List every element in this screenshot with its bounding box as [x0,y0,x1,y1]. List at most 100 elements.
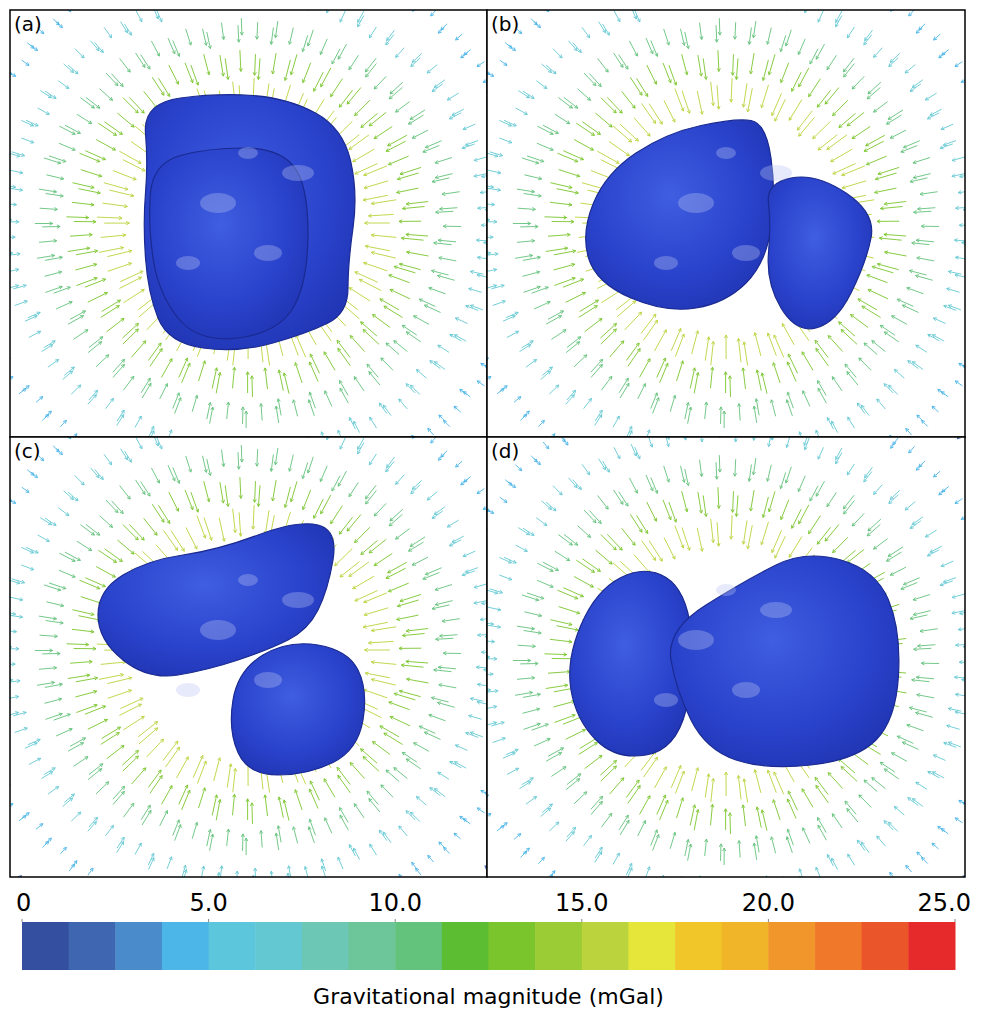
field-arrow [753,843,757,860]
field-arrow [578,89,591,101]
field-arrow [257,485,260,506]
field-arrow [182,363,191,383]
field-arrow [852,76,864,89]
field-arrow [703,58,707,79]
field-arrow [474,584,487,588]
field-arrow [768,54,775,75]
field-arrow [104,221,129,224]
field-arrow [295,790,302,810]
field-arrow [487,285,497,289]
field-arrow [439,257,457,261]
field-arrow [690,805,696,826]
field-arrow [609,142,629,156]
field-arrow [480,191,487,194]
field-arrow [847,27,854,38]
field-arrow [523,271,540,276]
field-arrow [711,341,715,365]
field-arrow [718,18,721,35]
field-arrow [610,778,624,794]
field-arrow [848,854,855,865]
colorbar-step [675,922,722,970]
field-arrow [136,437,142,448]
colorbar-step [628,922,675,970]
field-arrow [470,305,483,310]
field-arrow [222,23,225,40]
field-arrow [567,827,576,837]
field-arrow [959,800,965,805]
field-arrow [363,330,379,345]
field-arrow [324,779,335,798]
comet-lobe [144,95,355,350]
field-arrow [891,441,896,448]
surface-highlight [282,165,314,181]
field-arrow [761,85,769,108]
field-arrow [369,454,376,465]
field-arrow [756,370,761,391]
field-arrow [26,547,38,553]
field-arrow [429,287,446,294]
field-arrow [782,324,794,345]
field-arrow [89,390,98,400]
field-arrow [718,455,721,472]
field-arrow [877,399,886,409]
field-arrow [910,84,921,92]
field-arrow [354,804,364,818]
field-arrow [905,65,915,73]
field-arrow [910,521,921,529]
field-arrow [477,701,487,705]
field-arrow [841,330,857,345]
field-arrow [927,550,939,556]
field-arrow [477,808,484,813]
field-arrow [554,277,575,285]
field-arrow [847,112,864,126]
field-arrow [399,220,421,223]
field-arrow [515,254,533,258]
field-arrow [76,704,97,712]
field-arrow [338,348,351,366]
field-arrow [487,153,498,158]
field-arrow [139,728,158,744]
field-arrow [872,778,886,789]
field-arrow [442,619,460,623]
field-arrow [60,847,66,854]
field-arrow [407,251,429,256]
field-arrow [514,397,521,403]
field-arrow [71,861,77,868]
field-arrow [499,575,512,580]
field-arrow [460,389,467,394]
field-arrow [907,287,924,294]
field-arrow [542,367,552,375]
panel-background [487,10,965,437]
field-arrow [910,615,927,620]
field-arrow [444,847,450,853]
field-arrow [107,250,131,257]
field-arrow [45,91,56,98]
field-arrow [909,707,926,712]
field-arrow [591,796,603,809]
field-arrow [772,93,782,115]
field-arrow [573,43,582,53]
field-arrow [867,524,880,536]
field-arrow [338,857,343,869]
field-arrow [123,376,133,390]
field-arrow [500,497,507,502]
field-arrow [601,376,611,390]
field-arrow [515,691,533,695]
surface-highlight [200,193,236,213]
field-arrow [186,528,197,550]
field-arrow [380,299,399,310]
field-arrow [585,318,602,331]
field-arrow [847,372,858,385]
field-arrow [98,123,116,135]
colorbar-step [115,922,162,970]
field-arrow [579,306,598,318]
field-arrow [369,641,394,644]
field-arrow [789,537,802,558]
field-arrow [366,64,377,78]
surface-highlight [176,683,200,697]
field-arrow [70,233,92,236]
field-arrow [542,804,552,812]
field-arrow [780,472,786,488]
field-arrow [65,125,81,133]
field-arrow [10,712,19,716]
